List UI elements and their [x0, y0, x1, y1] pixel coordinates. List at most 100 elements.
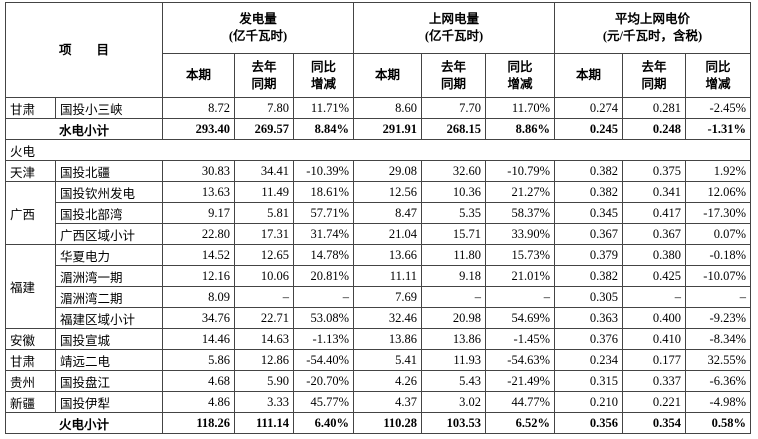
sub-header-line: 同比 [705, 59, 731, 74]
value-cell: 17.31 [234, 223, 294, 245]
province-cell: 新疆 [5, 391, 56, 413]
value-cell: 0.382 [554, 265, 623, 287]
header-row: 本期 去年 同期 同比 增减 本期 去年 同期 同比 增减 本期 去年 同期 同比 增减 [6, 53, 751, 98]
value-cell: 4.37 [353, 391, 422, 413]
value-cell: 0.375 [622, 160, 686, 182]
project-cell: 靖远二电 [55, 349, 163, 371]
province-cell: 天津 [5, 160, 56, 182]
section-row: 火电 [5, 139, 751, 161]
value-cell: 32.60 [421, 160, 486, 182]
value-cell: -20.70% [293, 370, 354, 392]
project-cell: 湄洲湾一期 [55, 265, 163, 287]
value-cell: 54.69% [485, 307, 555, 329]
project-cell: 国投小三峡 [55, 97, 163, 119]
value-cell: 0.382 [554, 181, 623, 203]
data-row: 新疆 国投伊犁 4.86 3.33 45.77% 4.37 3.02 44.77% 0.210 0… [5, 391, 751, 413]
value-cell: 14.63 [234, 328, 294, 350]
sub-header-line: 增减 [310, 76, 336, 91]
project-cell: 湄洲湾二期 [55, 286, 163, 308]
value-cell: -4.98% [685, 391, 751, 413]
value-cell: – [685, 286, 751, 308]
sub-header-line: 同期 [641, 76, 667, 91]
sub-header: 同比 增减 [293, 53, 354, 98]
value-cell: 53.08% [293, 307, 354, 329]
project-cell: 国投宣城 [55, 328, 163, 350]
value-cell: 6.52% [485, 412, 555, 434]
project-cell: 华夏电力 [55, 244, 163, 266]
item-header: 项 目 [5, 2, 163, 98]
province-cell: 贵州 [5, 370, 56, 392]
value-cell: -9.23% [685, 307, 751, 329]
value-cell: 0.410 [622, 328, 686, 350]
group-header: 上网电量 (亿千瓦时) [353, 2, 555, 54]
value-cell: 0.58% [685, 412, 751, 434]
data-row: 湄洲湾二期 8.09– –7.69– –0.305– – [6, 286, 751, 308]
data-row: 贵州 国投盘江 4.68 5.90 -20.70% 4.26 5.43 -21.49% 0.31… [5, 370, 751, 392]
value-cell: 13.66 [353, 244, 422, 266]
value-cell: 5.35 [421, 202, 486, 224]
value-cell: -10.79% [485, 160, 555, 182]
value-cell: 13.86 [353, 328, 422, 350]
value-cell: – [421, 286, 486, 308]
value-cell: 0.234 [554, 349, 623, 371]
value-cell: 11.49 [234, 181, 294, 203]
value-cell: 0.07% [685, 223, 751, 245]
value-cell: 13.86 [421, 328, 486, 350]
sub-header: 去年 同期 [234, 53, 294, 98]
project-cell: 国投伊犁 [55, 391, 163, 413]
sub-header-line: 同比 [310, 59, 336, 74]
value-cell: 0.305 [554, 286, 623, 308]
value-cell: 103.53 [421, 412, 486, 434]
value-cell: 5.81 [234, 202, 294, 224]
value-cell: 8.84% [293, 118, 354, 140]
data-row: 甘肃 国投小三峡 8.72 7.80 11.71% 8.60 7.70 11.70% 0.274… [5, 97, 751, 119]
value-cell: -2.45% [685, 97, 751, 119]
value-cell: 12.86 [234, 349, 294, 371]
province-cell: 甘肃 [5, 97, 56, 119]
value-cell: 0.367 [622, 223, 686, 245]
value-cell: 33.90% [485, 223, 555, 245]
sub-header-line: 增减 [507, 76, 533, 91]
value-cell: 0.425 [622, 265, 686, 287]
value-cell: 0.417 [622, 202, 686, 224]
value-cell: 0.315 [554, 370, 623, 392]
value-cell: -54.40% [293, 349, 354, 371]
value-cell: 6.40% [293, 412, 354, 434]
value-cell: 110.28 [353, 412, 422, 434]
value-cell: 7.69 [353, 286, 422, 308]
value-cell: 3.33 [234, 391, 294, 413]
sub-header-line: 增减 [705, 76, 731, 91]
value-cell: 21.27% [485, 181, 555, 203]
value-cell: 0.367 [554, 223, 623, 245]
value-cell: 0.221 [622, 391, 686, 413]
value-cell: 12.16 [162, 265, 235, 287]
value-cell: -10.07% [685, 265, 751, 287]
sub-header-line: 去年 [641, 59, 667, 74]
data-row: 福建 华夏电力 14.52 12.65 14.78% 13.66 11.80 15.73% 0.… [5, 244, 751, 329]
value-cell: 45.77% [293, 391, 354, 413]
project-cell: 国投北部湾 [55, 202, 163, 224]
value-cell: 0.382 [554, 160, 623, 182]
subtotal-label: 水电小计 [5, 118, 163, 140]
value-cell: 11.71% [293, 97, 354, 119]
value-cell: 268.15 [421, 118, 486, 140]
value-cell: – [293, 286, 354, 308]
value-cell: 0.177 [622, 349, 686, 371]
value-cell: -1.13% [293, 328, 354, 350]
value-cell: 5.86 [162, 349, 235, 371]
group-title: 平均上网电价 [614, 12, 690, 26]
value-cell: 14.78% [293, 244, 354, 266]
value-cell: 29.08 [353, 160, 422, 182]
value-cell: 0.245 [554, 118, 623, 140]
value-cell: 18.61% [293, 181, 354, 203]
value-cell: 0.337 [622, 370, 686, 392]
project-cell: 国投北疆 [55, 160, 163, 182]
value-cell: 118.26 [162, 412, 235, 434]
project-cell: 福建区域小计 [55, 307, 163, 329]
value-cell: 8.60 [353, 97, 422, 119]
value-cell: 269.57 [234, 118, 294, 140]
group-header: 发电量 (亿千瓦时) [162, 2, 354, 54]
sub-header-line: 本期 [374, 68, 400, 82]
value-cell: -0.18% [685, 244, 751, 266]
value-cell: -10.39% [293, 160, 354, 182]
